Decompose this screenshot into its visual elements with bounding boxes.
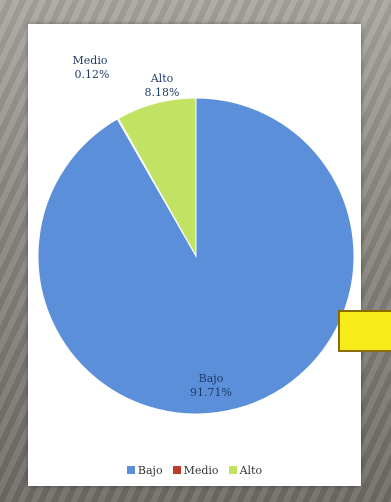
slice-value-medio: 0.12% [75,68,110,81]
yellow-arrow-shape [338,310,391,352]
legend-swatch-bajo [126,466,135,474]
chart-panel: Bajo 91.71% Medio 0.12% Alto 8.18% Bajo Medio… [28,24,361,486]
slice-name-alto: Alto [150,72,174,85]
slice-name-bajo: Bajo [199,372,224,385]
legend-swatch-alto [228,466,237,474]
slice-value-alto: 8.18% [145,86,180,99]
legend-item-medio: Medio [172,462,219,478]
slice-name-medio: Medio [73,54,108,67]
legend-item-alto: Alto [228,462,263,478]
slice-value-bajo: 91.71% [190,386,232,399]
legend-item-bajo: Bajo [126,462,163,478]
pie-slice-bajo [37,97,355,415]
legend-label-alto: Alto [239,463,263,477]
legend: Bajo Medio Alto [28,462,361,478]
legend-label-bajo: Bajo [137,463,163,477]
legend-label-medio: Medio [183,463,219,477]
legend-swatch-medio [172,466,181,474]
pie-slice-alto [117,97,197,258]
